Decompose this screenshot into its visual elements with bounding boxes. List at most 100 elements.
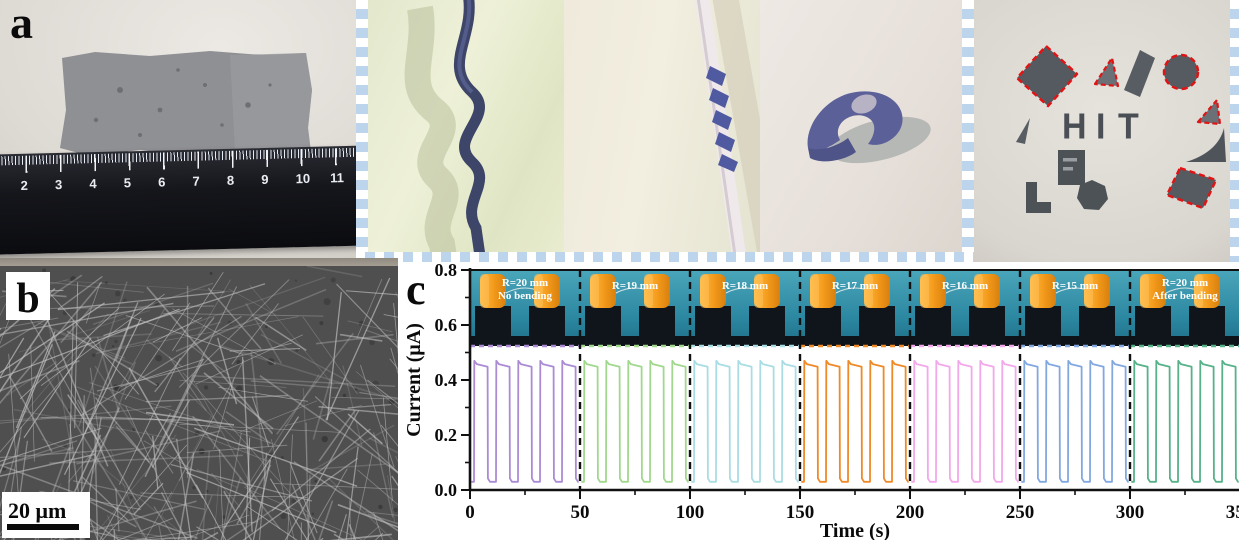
ruler-number: 8 <box>226 172 235 188</box>
sem-fiber <box>45 311 83 509</box>
sem-fiber <box>67 394 98 440</box>
inset-photo-r-18-mm: R=18 mm <box>690 270 800 346</box>
sem-fiber <box>8 374 53 453</box>
inset-clamp-highlight <box>1084 274 1093 308</box>
sem-fiber <box>260 334 353 385</box>
sem-fiber <box>115 425 157 471</box>
sem-fiber <box>0 317 51 393</box>
sem-pore <box>323 298 331 306</box>
sem-fiber <box>218 387 308 402</box>
photo-film-on-pen <box>564 0 760 252</box>
sem-pore <box>272 432 275 435</box>
photo-edge-strip <box>0 258 398 266</box>
sem-fiber <box>307 474 311 540</box>
x-tick-label: 50 <box>571 502 590 523</box>
sem-pore <box>153 298 160 306</box>
sem-fiber <box>177 452 195 540</box>
inset-sublabel: After bending <box>1152 290 1218 302</box>
sem-fiber <box>302 388 308 472</box>
sem-pore <box>236 360 241 365</box>
sem-fiber <box>178 359 245 481</box>
sem-fiber <box>186 444 288 454</box>
sem-fiber <box>76 430 221 465</box>
sem-fiber <box>6 361 58 396</box>
current-pulse-series <box>911 359 1019 483</box>
sem-fiber <box>337 514 347 540</box>
sem-fiber <box>18 298 103 449</box>
sem-fiber <box>67 320 74 512</box>
sem-fiber <box>220 477 242 540</box>
sem-pore <box>129 496 133 499</box>
sem-fiber <box>271 428 371 512</box>
sem-fiber <box>336 283 398 349</box>
ruler-number: 5 <box>123 175 132 191</box>
sem-pore <box>242 511 245 514</box>
current-pulse-series <box>801 359 909 483</box>
sem-fiber <box>0 427 102 462</box>
sem-fiber <box>195 484 227 540</box>
sem-pore <box>154 382 160 388</box>
sem-fiber <box>273 483 398 490</box>
hit-letter-h: H <box>1062 107 1087 147</box>
sem-fiber <box>241 356 253 532</box>
sem-fiber <box>159 286 238 445</box>
x-tick-label: 350 <box>1226 502 1239 523</box>
sem-fiber <box>196 469 238 488</box>
sem-fiber <box>258 452 268 540</box>
sem-fiber <box>162 312 324 317</box>
sem-pore <box>342 393 347 398</box>
sem-fiber <box>231 303 279 365</box>
dashed-separator-bottom <box>356 252 974 262</box>
ruler-number: 7 <box>192 173 200 189</box>
sem-pore <box>113 384 119 390</box>
photo-twisted-film <box>368 0 564 252</box>
inset-clamp-base <box>585 306 621 346</box>
y-tick-label: 0.4 <box>435 370 458 390</box>
sem-fiber <box>345 446 359 540</box>
block-notch-1 <box>1063 158 1077 162</box>
sem-fiber <box>246 505 298 540</box>
x-axis-title: Time (s) <box>820 520 890 540</box>
sem-fiber <box>197 279 231 337</box>
y-axis-title: Current (μA) <box>403 323 425 437</box>
sem-pore <box>123 298 127 303</box>
sem-fiber <box>146 339 183 368</box>
sem-fiber <box>160 491 188 540</box>
sem-fiber <box>203 372 274 430</box>
ruler-number: 11 <box>329 170 345 186</box>
sem-fiber <box>120 359 204 387</box>
y-tick-label: 0.6 <box>435 315 458 335</box>
sem-fiber <box>143 440 194 471</box>
sem-fiber <box>306 266 363 278</box>
sem-fiber <box>154 317 215 393</box>
sem-fiber <box>47 333 152 342</box>
pen-edge <box>696 0 737 252</box>
sem-fiber <box>239 400 318 433</box>
sem-fiber <box>13 408 178 441</box>
sem-fiber <box>312 373 334 440</box>
inset-clamp-base <box>529 306 565 346</box>
hit-letter-t: T <box>1118 107 1139 147</box>
sem-fiber <box>63 280 235 293</box>
sem-fiber <box>144 491 173 540</box>
cut-shape-diamond-red <box>1015 44 1079 108</box>
cut-shape-triangle-red-right <box>1196 98 1222 126</box>
sem-fiber <box>94 416 177 421</box>
sem-pore <box>114 339 118 344</box>
inset-clamp-highlight <box>810 274 819 308</box>
sem-fiber <box>184 500 192 540</box>
rolled-film-graphic <box>807 91 931 164</box>
cut-shape-rhombus <box>1124 50 1155 97</box>
inset-clamp-base <box>749 306 785 346</box>
inset-photo-r-15-mm: R=15 mm <box>1020 270 1130 346</box>
inset-photo-r-19-mm: R=19 mm <box>580 270 690 346</box>
sem-fiber <box>195 334 304 385</box>
sem-fiber <box>96 321 222 355</box>
sem-pore <box>295 348 299 352</box>
panel-b-label: b <box>16 276 39 322</box>
inset-label: R=18 mm <box>722 280 768 292</box>
sem-image: b 20 μm <box>0 266 398 540</box>
inset-sublabel: No bending <box>498 290 553 302</box>
sem-fiber <box>291 484 316 540</box>
